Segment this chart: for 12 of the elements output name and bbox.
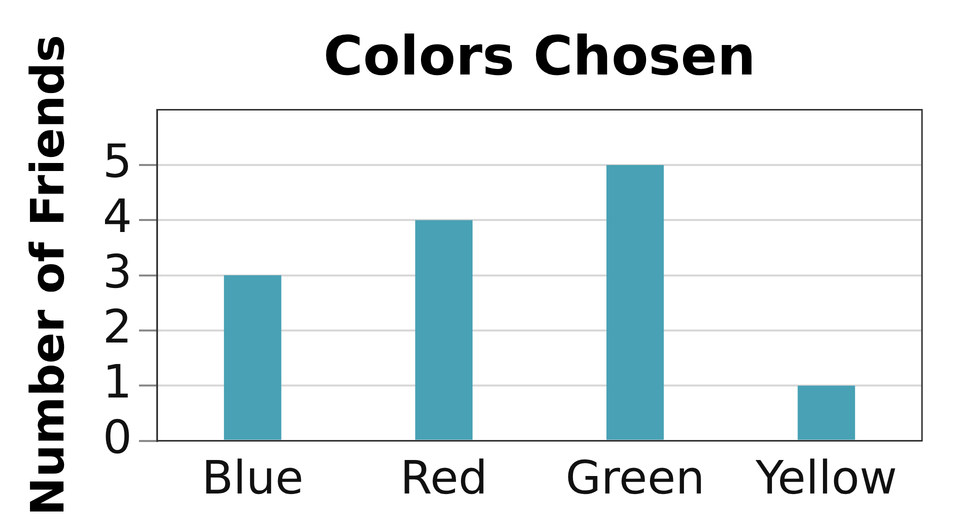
x-tick-label: Blue xyxy=(202,450,304,504)
y-tick-label: 2 xyxy=(102,299,132,354)
y-tick-label: 4 xyxy=(102,189,132,244)
x-tick-label: Green xyxy=(565,450,705,504)
y-tick-label: 1 xyxy=(102,354,132,409)
y-tick-label: 5 xyxy=(102,134,132,188)
y-tick-label: 0 xyxy=(102,410,132,464)
x-tick-label: Yellow xyxy=(754,450,898,504)
y-tick-label: 3 xyxy=(102,244,132,298)
chart-title: Colors Chosen xyxy=(323,24,756,88)
x-tick-label: Red xyxy=(400,450,488,504)
y-axis-title: Number of Friends xyxy=(20,34,75,516)
